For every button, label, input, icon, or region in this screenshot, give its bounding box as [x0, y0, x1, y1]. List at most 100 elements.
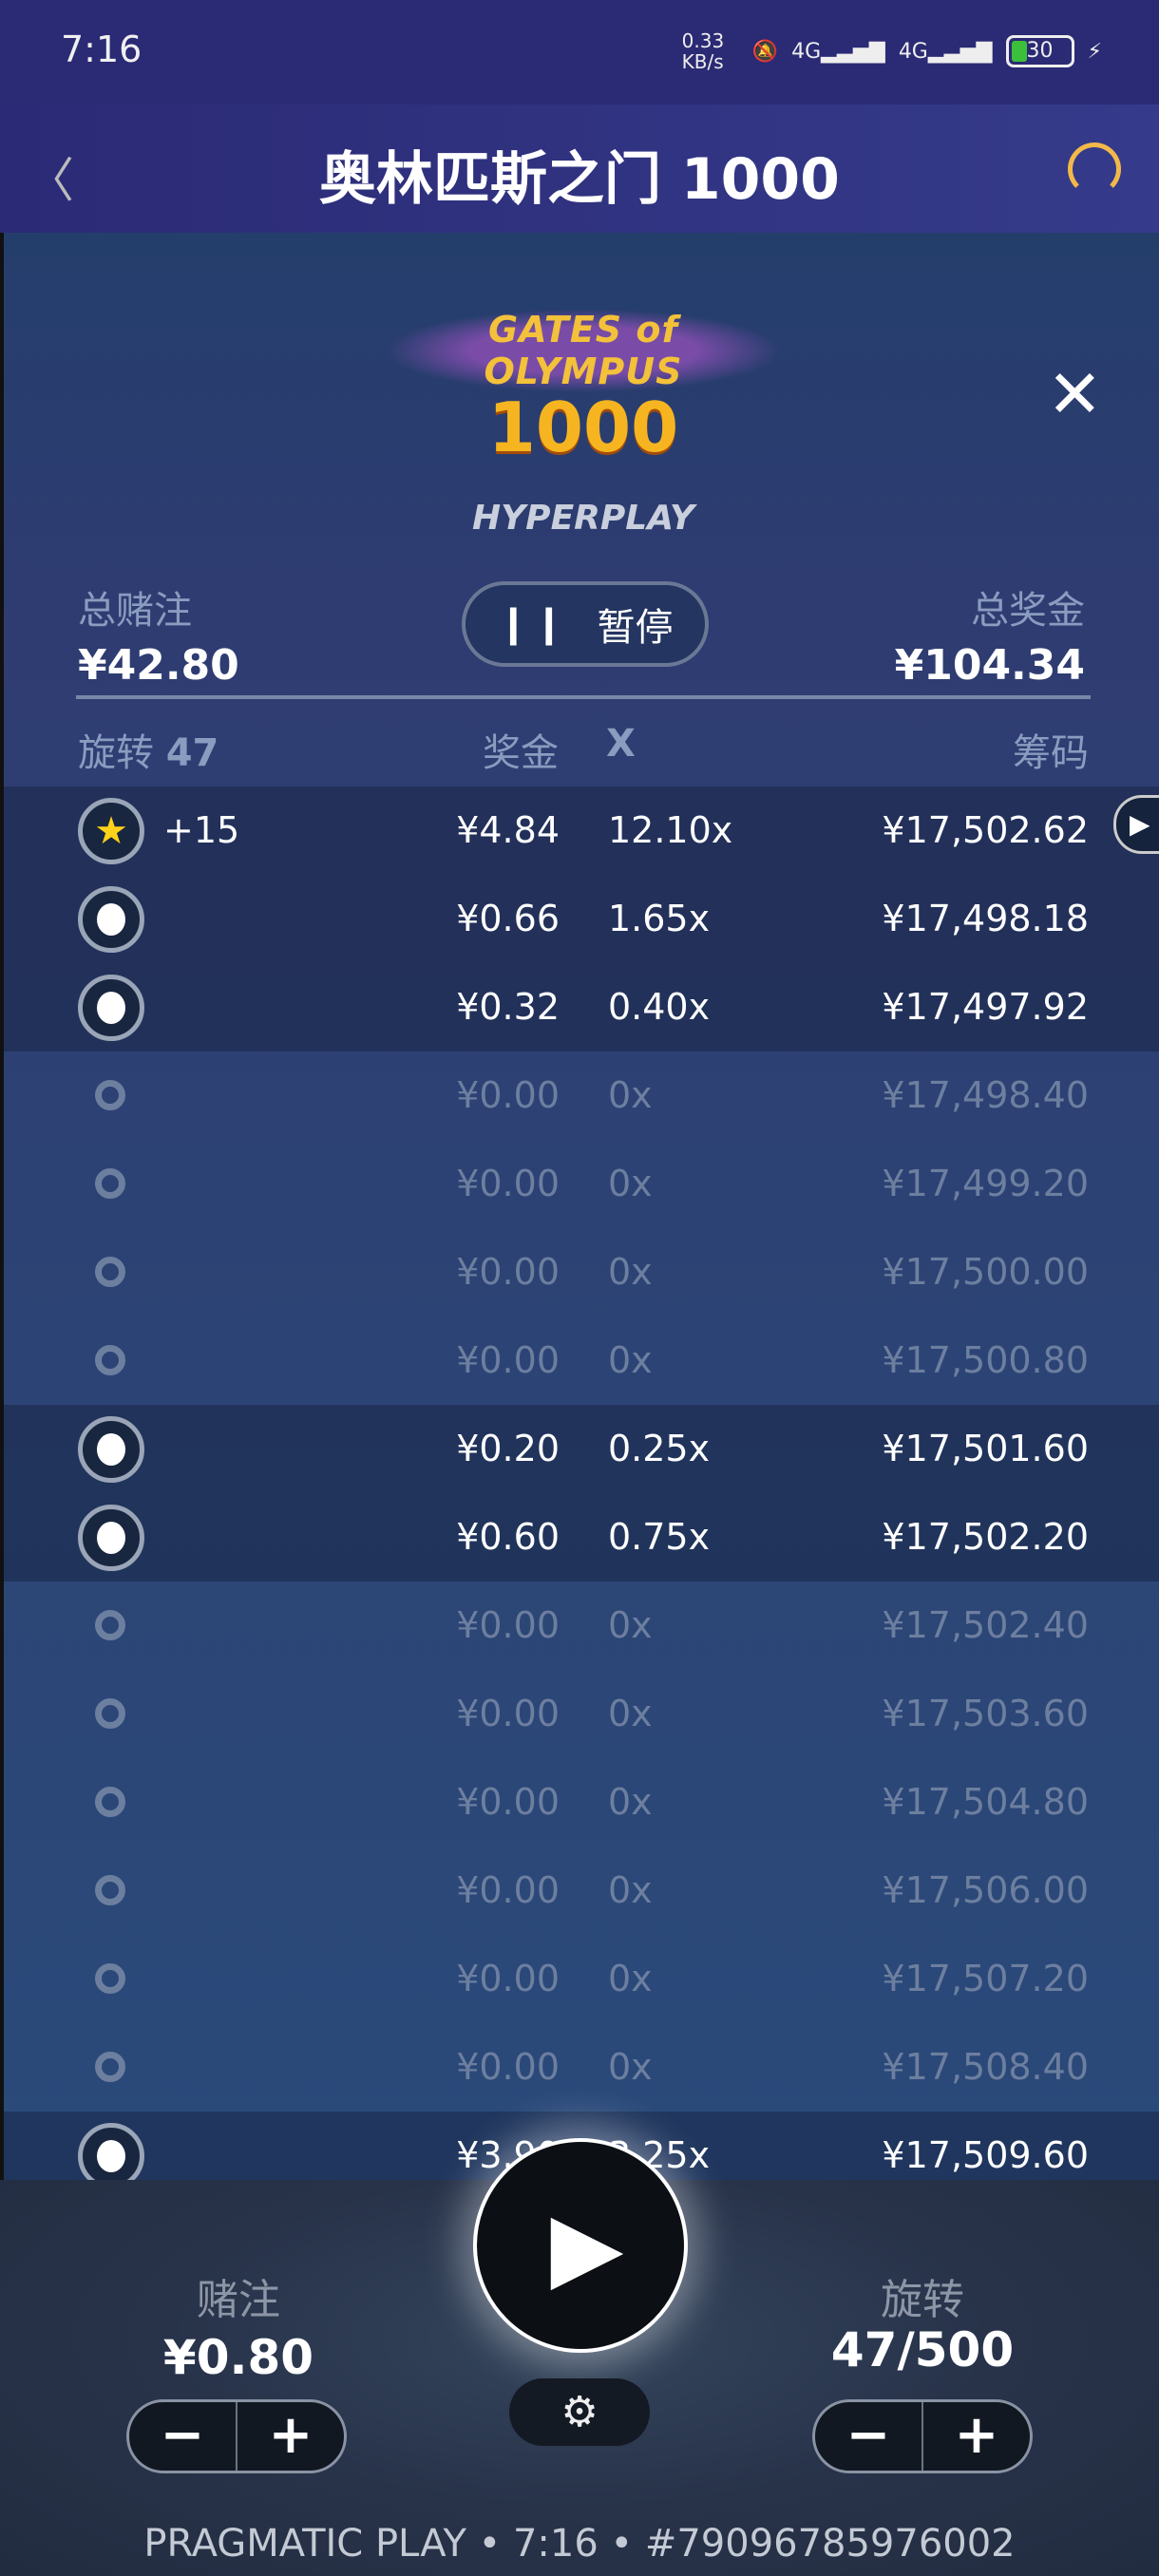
win-dot-icon — [78, 2123, 144, 2189]
row-prize: ¥0.60 — [456, 1516, 560, 1558]
spin-row[interactable]: ¥0.32 0.40x ¥17,497.92 — [4, 963, 1159, 1051]
spin-row[interactable]: ¥0.00 0x ¥17,503.60 — [4, 1670, 1159, 1758]
bet-stepper: − + — [126, 2399, 347, 2473]
win-dot-icon — [78, 886, 144, 953]
no-win-dot-icon — [95, 1345, 125, 1375]
play-icon: ▶ — [550, 2189, 624, 2301]
pause-label: 暂停 — [597, 606, 674, 650]
row-prize: ¥0.20 — [456, 1428, 560, 1469]
row-multiplier: 0.40x — [608, 986, 711, 1028]
status-icons: 0.33 KB/s 🔕 4G▂▃▅▇ 4G▂▃▅▇ 30 ⚡ — [682, 30, 1102, 72]
back-chevron-icon[interactable]: 〈 — [27, 153, 74, 208]
row-prize: ¥0.00 — [456, 1604, 560, 1646]
spin-row[interactable]: ★ +15 ¥4.84 12.10x ¥17,502.62 — [4, 786, 1159, 875]
multiplier-header: X — [606, 722, 636, 766]
no-win-dot-icon — [95, 1698, 125, 1729]
spin-row[interactable]: ¥0.00 0x ¥17,500.80 — [4, 1316, 1159, 1405]
row-multiplier: 12.10x — [608, 809, 733, 851]
row-multiplier: 0x — [608, 1693, 653, 1734]
play-button[interactable]: ▶ — [473, 2138, 688, 2353]
row-multiplier: 0x — [608, 1163, 653, 1204]
no-win-dot-icon — [95, 1875, 125, 1905]
row-prize: ¥0.00 — [456, 1163, 560, 1204]
spins-label: 旋转 — [881, 2276, 964, 2324]
row-chips: ¥17,500.80 — [882, 1339, 1089, 1381]
spins-stepper: − + — [812, 2399, 1033, 2473]
free-spins-star-icon: ★ — [78, 798, 144, 864]
row-chips: ¥17,504.80 — [882, 1781, 1089, 1823]
page-title: 奥林匹斯之门 1000 — [319, 146, 840, 213]
row-multiplier: 0x — [608, 1074, 653, 1116]
spin-row[interactable]: ¥0.00 0x ¥17,508.40 — [4, 2023, 1159, 2112]
row-multiplier: 0x — [608, 1958, 653, 1999]
row-prize: ¥0.00 — [456, 1074, 560, 1116]
row-prize: ¥0.00 — [456, 1781, 560, 1823]
status-bar: 7:16 0.33 KB/s 🔕 4G▂▃▅▇ 4G▂▃▅▇ 30 ⚡ — [0, 0, 1159, 104]
spin-row[interactable]: ¥0.00 0x ¥17,506.00 — [4, 1847, 1159, 1935]
total-win-value: ¥104.34 — [894, 641, 1085, 690]
replay-tab-icon[interactable]: ▶ — [1113, 795, 1159, 854]
hyperplay-label: HYPERPLAY — [471, 499, 695, 538]
signal-label-2: 4G — [898, 39, 928, 64]
bet-decrease-button[interactable]: − — [129, 2402, 238, 2471]
total-bet-label: 总赌注 — [78, 589, 192, 633]
row-chips: ¥17,507.20 — [882, 1958, 1089, 1999]
net-speed: 0.33 KB/s — [681, 29, 725, 73]
total-bet-value: ¥42.80 — [78, 641, 239, 690]
footer-info: PRAGMATIC PLAY • 7:16 • #79096785976002 — [143, 2522, 1016, 2566]
customer-support-headset-icon[interactable] — [1068, 142, 1121, 196]
divider — [76, 695, 1091, 699]
control-bar: 赌注 ¥0.80 − + 旋转 47/500 − + — [0, 2180, 1159, 2576]
spin-row[interactable]: ¥0.00 0x ¥17,499.20 — [4, 1140, 1159, 1228]
row-chips: ¥17,498.40 — [882, 1074, 1089, 1116]
spin-row[interactable]: ¥0.00 0x ¥17,507.20 — [4, 1935, 1159, 2023]
signal-icon: 4G▂▃▅▇ — [791, 39, 885, 64]
bet-label: 赌注 — [197, 2276, 280, 2324]
spin-row[interactable]: ¥0.00 0x ¥17,502.40 — [4, 1582, 1159, 1670]
app-header: 〈 奥林匹斯之门 1000 — [0, 104, 1159, 233]
battery-icon: 30 — [1005, 35, 1074, 67]
row-chips: ¥17,497.92 — [882, 986, 1089, 1028]
close-icon[interactable]: ✕ — [1047, 355, 1103, 433]
row-chips: ¥17,506.00 — [882, 1869, 1089, 1911]
spin-row[interactable]: ¥0.00 0x ¥17,498.40 — [4, 1051, 1159, 1140]
no-win-dot-icon — [95, 1963, 125, 1994]
mute-icon: 🔕 — [751, 39, 779, 64]
no-win-dot-icon — [95, 1080, 125, 1110]
pause-button[interactable]: ❙❙ 暂停 — [462, 581, 709, 667]
spin-row[interactable]: ¥0.00 0x ¥17,504.80 — [4, 1758, 1159, 1847]
spins-value: 47/500 — [830, 2322, 1015, 2377]
row-prize: ¥0.00 — [456, 1869, 560, 1911]
spin-row[interactable]: ¥0.00 0x ¥17,500.00 — [4, 1228, 1159, 1316]
row-multiplier: 0.75x — [608, 1516, 711, 1558]
row-chips: ¥17,502.62 — [882, 809, 1089, 851]
pause-icon: ❙❙ — [497, 602, 569, 646]
spin-row[interactable]: ¥0.66 1.65x ¥17,498.18 — [4, 875, 1159, 963]
row-multiplier: 0x — [608, 1869, 653, 1911]
status-time: 7:16 — [61, 28, 142, 70]
row-prize: ¥0.32 — [456, 986, 560, 1028]
spins-increase-button[interactable]: + — [954, 2404, 999, 2466]
spin-row[interactable]: ¥0.60 0.75x ¥17,502.20 — [4, 1493, 1159, 1582]
row-multiplier: 0x — [608, 1604, 653, 1646]
prize-header: 奖金 — [483, 731, 559, 775]
no-win-dot-icon — [95, 1610, 125, 1640]
row-multiplier: 0x — [608, 2046, 653, 2088]
row-chips: ¥17,508.40 — [882, 2046, 1089, 2088]
spins-header-label: 旋转 — [78, 731, 154, 775]
signal-icon-2: 4G▂▃▅▇ — [898, 39, 993, 64]
history-panel: GATES of OLYMPUS 1000 ✕ HYPERPLAY 总赌注 ¥42… — [0, 233, 1159, 2200]
row-chips: ¥17,498.18 — [882, 898, 1089, 939]
row-prize: ¥4.84 — [456, 809, 560, 851]
no-win-dot-icon — [95, 1257, 125, 1287]
spins-decrease-button[interactable]: − — [815, 2402, 923, 2471]
bet-increase-button[interactable]: + — [268, 2404, 314, 2466]
spin-row[interactable]: ¥0.20 0.25x ¥17,501.60 — [4, 1405, 1159, 1493]
no-win-dot-icon — [95, 2052, 125, 2082]
row-prize: ¥0.00 — [456, 1693, 560, 1734]
row-multiplier: 0x — [608, 1251, 653, 1293]
game-logo: GATES of OLYMPUS 1000 — [384, 309, 783, 463]
row-chips: ¥17,503.60 — [882, 1693, 1089, 1734]
settings-button[interactable]: ⚙ — [509, 2378, 650, 2446]
chips-header: 筹码 — [1013, 731, 1089, 775]
